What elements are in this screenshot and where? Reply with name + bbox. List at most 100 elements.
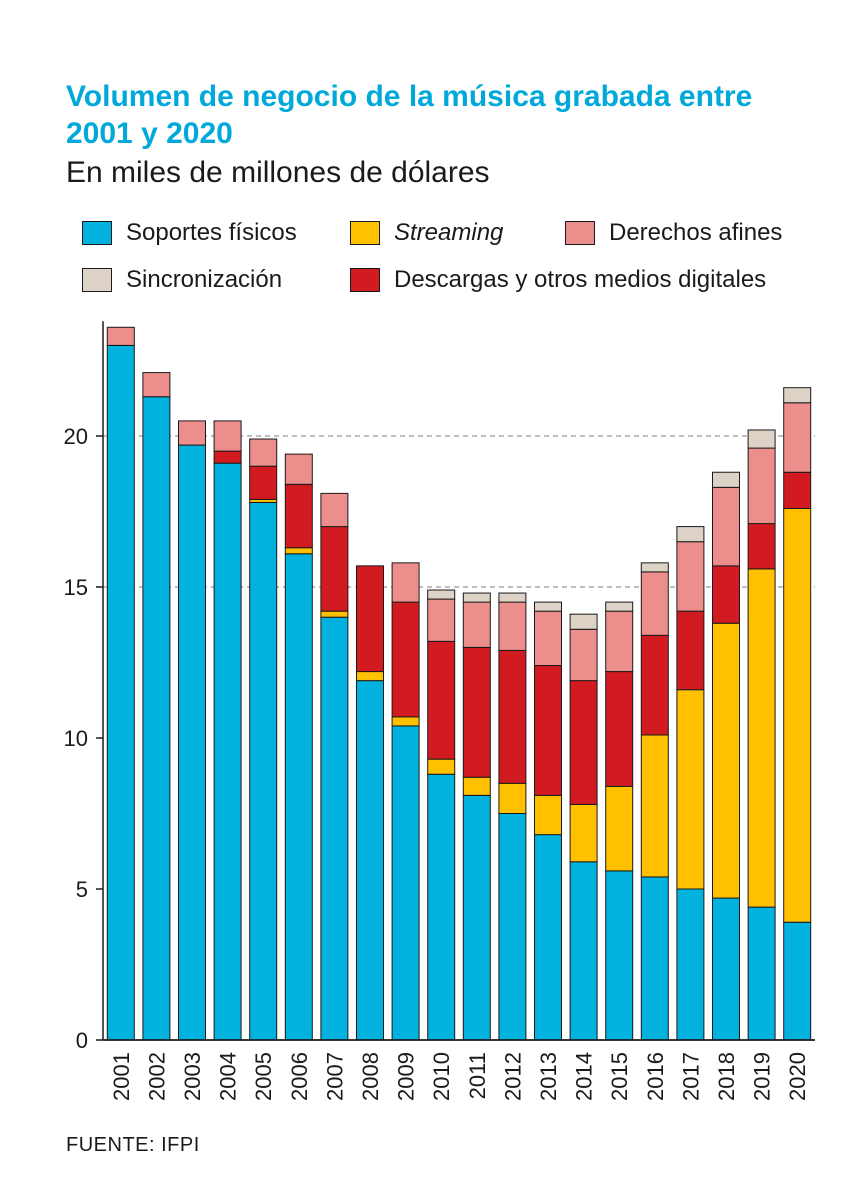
bar-rights-2004 xyxy=(213,420,242,452)
bar-streaming-2007 xyxy=(320,610,349,618)
bar-physical-2008 xyxy=(356,680,384,1041)
bar-physical-2013 xyxy=(534,834,562,1041)
bar-streaming-2006 xyxy=(284,547,313,555)
y-tick-label-15: 15 xyxy=(64,575,88,600)
x-tick-label-2005: 2005 xyxy=(251,1052,276,1101)
bar-streaming-2016 xyxy=(640,734,669,878)
x-tick-label-2018: 2018 xyxy=(714,1052,739,1101)
bar-streaming-2014 xyxy=(569,803,598,863)
bar-streaming-2012 xyxy=(498,782,527,814)
bar-streaming-2018 xyxy=(712,622,740,899)
legend-label-streaming: Streaming xyxy=(394,219,504,246)
legend-label-sync: Sincronización xyxy=(126,266,283,293)
x-tick-label-2015: 2015 xyxy=(607,1052,632,1101)
bar-rights-2002 xyxy=(142,372,171,398)
bar-streaming-2020 xyxy=(783,507,812,923)
bar-rights-2015 xyxy=(605,610,634,673)
y-tick-label-20: 20 xyxy=(64,424,88,449)
bar-rights-2012 xyxy=(498,601,527,651)
bar-downloads-2011 xyxy=(462,646,491,778)
chart-subtitle: En miles de millones de dólares xyxy=(66,156,490,189)
bar-downloads-2004 xyxy=(213,450,242,464)
legend-swatch-physical xyxy=(82,221,112,245)
bar-rights-2001 xyxy=(106,326,135,346)
bar-rights-2007 xyxy=(320,492,349,528)
bar-physical-2018 xyxy=(712,897,740,1041)
bar-physical-2007 xyxy=(320,616,349,1041)
bar-downloads-2010 xyxy=(427,640,456,760)
legend-item-physical: Soportes físicos xyxy=(82,219,297,247)
legend-swatch-rights xyxy=(565,221,595,245)
x-tick-label-2002: 2002 xyxy=(144,1052,169,1101)
bar-streaming-2017 xyxy=(676,689,705,890)
bar-sync-2016 xyxy=(640,562,669,573)
bar-physical-2003 xyxy=(178,444,206,1041)
bar-streaming-2010 xyxy=(427,758,456,775)
x-tick-label-2016: 2016 xyxy=(643,1052,668,1101)
bar-downloads-2019 xyxy=(747,523,776,570)
x-tick-label-2013: 2013 xyxy=(536,1052,561,1101)
bar-sync-2015 xyxy=(605,601,634,612)
bar-physical-2001 xyxy=(106,344,135,1041)
bar-downloads-2008 xyxy=(356,565,384,673)
x-tick-label-2003: 2003 xyxy=(180,1052,205,1101)
bar-rights-2006 xyxy=(284,453,313,485)
x-tick-label-2020: 2020 xyxy=(785,1052,810,1101)
bar-sync-2011 xyxy=(462,592,491,603)
bar-sync-2020 xyxy=(783,387,812,404)
x-tick-label-2014: 2014 xyxy=(572,1052,597,1101)
bar-rights-2014 xyxy=(569,628,598,682)
bar-physical-2014 xyxy=(569,861,598,1041)
legend-label-rights: Derechos afines xyxy=(609,219,783,246)
bar-rights-2016 xyxy=(640,571,669,636)
bar-sync-2010 xyxy=(427,589,456,600)
bar-streaming-2019 xyxy=(747,568,776,908)
x-tick-label-2009: 2009 xyxy=(394,1052,419,1101)
bar-downloads-2009 xyxy=(391,601,420,718)
bar-streaming-2008 xyxy=(356,671,384,682)
bar-physical-2011 xyxy=(462,794,491,1041)
legend-item-streaming: Streaming xyxy=(350,219,503,247)
legend-swatch-sync xyxy=(82,268,112,292)
bar-downloads-2013 xyxy=(534,665,562,796)
bar-physical-2009 xyxy=(391,725,420,1041)
bar-streaming-2013 xyxy=(534,794,562,836)
bar-physical-2020 xyxy=(783,921,812,1041)
bar-downloads-2006 xyxy=(284,483,313,549)
bar-physical-2006 xyxy=(284,553,313,1041)
bar-rights-2010 xyxy=(427,598,456,642)
bar-physical-2019 xyxy=(747,906,776,1041)
bar-sync-2019 xyxy=(747,429,776,449)
y-tick-label-0: 0 xyxy=(76,1028,88,1053)
bar-rights-2017 xyxy=(676,541,705,612)
legend-item-sync: Sincronización xyxy=(82,266,282,294)
bar-rights-2009 xyxy=(391,562,420,603)
x-tick-label-2010: 2010 xyxy=(429,1052,454,1101)
bar-physical-2015 xyxy=(605,870,634,1041)
bar-physical-2004 xyxy=(213,462,242,1041)
bar-streaming-2015 xyxy=(605,785,634,872)
bar-sync-2013 xyxy=(534,601,562,612)
bar-rights-2020 xyxy=(783,402,812,473)
x-tick-label-2008: 2008 xyxy=(358,1052,383,1101)
bar-sync-2012 xyxy=(498,592,527,603)
bar-downloads-2014 xyxy=(569,680,598,805)
chart-title: Volumen de negocio de la música grabada … xyxy=(66,80,753,150)
x-tick-label-2019: 2019 xyxy=(750,1052,775,1101)
bar-sync-2018 xyxy=(712,471,740,488)
bar-physical-2005 xyxy=(249,501,278,1041)
x-tick-label-2012: 2012 xyxy=(500,1052,525,1101)
source-note: FUENTE: IFPI xyxy=(66,1134,200,1156)
legend-swatch-streaming xyxy=(350,221,380,245)
x-tick-label-2006: 2006 xyxy=(287,1052,312,1101)
bar-sync-2017 xyxy=(676,526,705,543)
bar-streaming-2011 xyxy=(462,776,491,796)
bar-downloads-2007 xyxy=(320,526,349,612)
bar-downloads-2005 xyxy=(249,465,278,500)
bar-downloads-2012 xyxy=(498,649,527,784)
bar-rights-2003 xyxy=(178,420,206,446)
x-tick-label-2017: 2017 xyxy=(678,1052,703,1101)
bar-physical-2017 xyxy=(676,888,705,1041)
legend-label-downloads: Descargas y otros medios digitales xyxy=(394,266,767,293)
